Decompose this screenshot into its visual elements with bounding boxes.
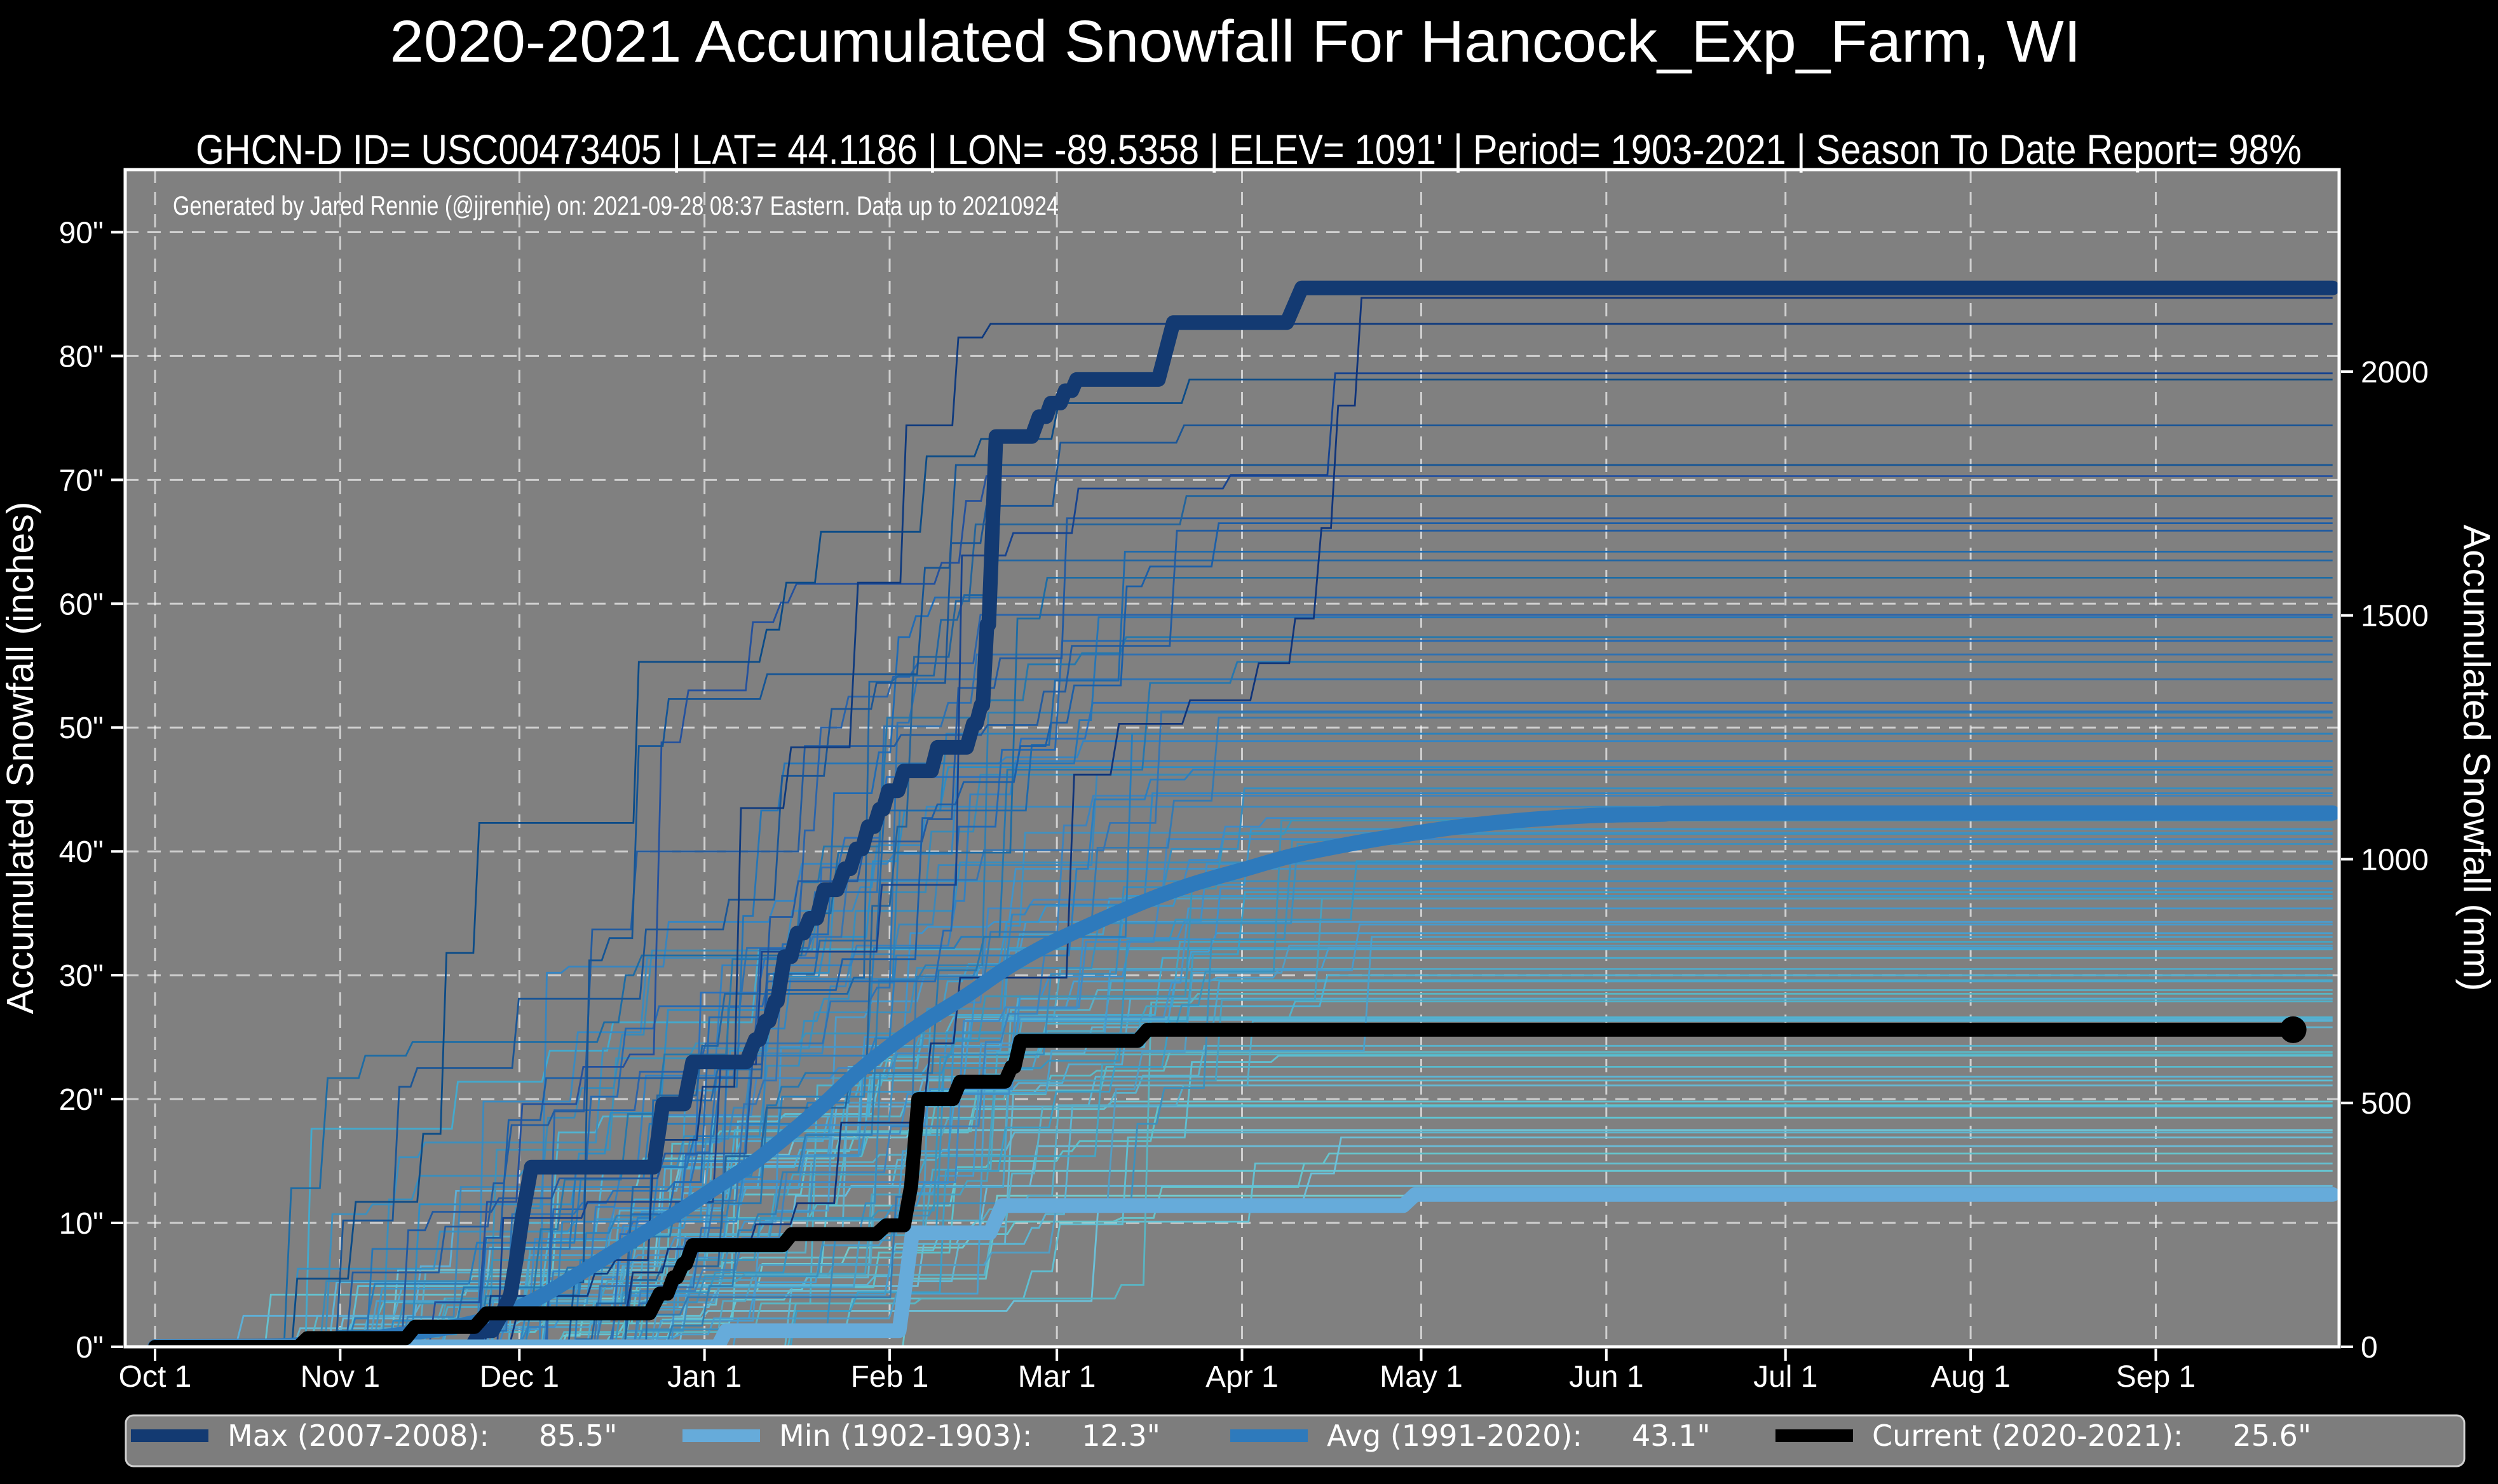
season-line [155,522,2333,1347]
y-axis-label-right: Accumulated Snowfall (mm) [2455,525,2497,991]
legend-item: Max (2007-2008): 85.5" [131,1419,617,1453]
legend-swatch [1230,1429,1308,1442]
x-tick-label: Oct 1 [119,1360,192,1394]
x-tick-label: Apr 1 [1205,1360,1279,1394]
legend-label: Avg (1991-2020): 43.1" [1327,1419,1711,1453]
season-line [155,843,2333,1347]
season-line [155,817,2333,1347]
y-tick-label-left: 70" [59,464,104,497]
season-line [155,1170,2333,1347]
y-tick-label-right: 1000 [2361,843,2429,877]
legend-value: 25.6" [2233,1419,2312,1453]
x-tick-label: Nov 1 [301,1360,380,1394]
y-tick-label-left: 80" [59,340,104,374]
y-tick-label-right: 1500 [2361,600,2429,633]
y-tick-label-left: 10" [59,1207,104,1241]
season-line [155,712,2333,1347]
y-tick-label-left: 20" [59,1083,104,1117]
current-endpoint-dot [2279,1016,2307,1043]
tick-labels: Oct 1 Nov 1 Dec 1 Jan 1 Feb 1 Mar 1 Apr 1 May 1… [59,216,2429,1394]
legend: Max (2007-2008): 85.5" Min (1902-1903): 12.… [125,1414,2466,1467]
x-tick-label: Sep 1 [2116,1360,2196,1394]
legend-label: Current (2020-2021): 25.6" [1872,1419,2311,1453]
season-line [155,787,2333,1347]
plot-annotation: Generated by Jared Rennie (@jjrennie) on… [173,191,1059,220]
season-line [155,640,2333,1347]
y-tick-label-left: 50" [59,712,104,745]
x-tick-label: Dec 1 [480,1360,559,1394]
season-line [155,577,2333,1347]
x-tick-label: Mar 1 [1018,1360,1096,1394]
x-tick-label: Jul 1 [1753,1360,1817,1394]
season-line [155,1055,2333,1347]
season-line [155,820,2333,1347]
season-line [155,868,2333,1347]
legend-item: Min (1902-1903): 12.3" [682,1419,1160,1453]
y-tick-label-right: 0 [2361,1331,2378,1365]
y-axis-label-left: Accumulated Snowfall (inches) [0,502,41,1015]
y-tick-label-left: 60" [59,588,104,621]
legend-value: 85.5" [539,1419,618,1453]
legend-value: 43.1" [1632,1419,1711,1453]
series-line-min [147,1187,2339,1347]
legend-item: Avg (1991-2020): 43.1" [1230,1419,1711,1453]
y-tick-label-right: 500 [2361,1087,2412,1121]
y-tick-label-left: 30" [59,959,104,993]
x-tick-label: Aug 1 [1931,1360,2010,1394]
legend-swatch [131,1429,208,1442]
season-line [155,732,2333,1347]
x-tick-label: May 1 [1380,1360,1463,1394]
chart-subtitle: GHCN-D ID= USC00473405 | LAT= 44.1186 | … [196,126,2302,173]
legend-label: Min (1902-1903): 12.3" [779,1419,1160,1453]
season-line [155,517,2333,1347]
series-line-current [148,1022,2300,1347]
season-line [155,551,2333,1347]
legend-value: 12.3" [1082,1419,1160,1453]
season-line [155,863,2333,1347]
season-line [155,661,2333,1347]
season-line [155,424,2333,1347]
season-line [155,323,2333,1347]
y-tick-label-left: 40" [59,835,104,869]
season-line [155,948,2333,1347]
season-line [155,616,2333,1347]
season-line [155,559,2333,1347]
highlight-lines [147,280,2339,1347]
y-tick-label-left: 90" [59,216,104,250]
legend-swatch [1775,1429,1853,1442]
y-tick-label-right: 2000 [2361,356,2429,389]
legend-label: Max (2007-2008): 85.5" [227,1419,617,1453]
x-tick-label: Jun 1 [1569,1360,1643,1394]
tick-marks [111,231,2353,1361]
season-line [155,891,2333,1347]
season-line [155,832,2333,1347]
season-line [155,936,2333,1347]
season-line [155,766,2333,1347]
season-line [155,614,2333,1347]
season-line [155,1018,2333,1347]
legend-item: Current (2020-2021): 25.6" [1775,1419,2311,1453]
season-line [155,475,2333,1347]
legend-swatch [682,1429,760,1442]
y-tick-label-left: 0" [76,1331,104,1365]
chart-title: 2020-2021 Accumulated Snowfall For Hanco… [390,8,2081,74]
x-tick-label: Jan 1 [667,1360,742,1394]
season-line [155,372,2333,1347]
season-line [155,529,2333,1347]
x-tick-label: Feb 1 [851,1360,929,1394]
series-line-max [147,280,2339,1347]
plot-border [123,168,2341,1349]
